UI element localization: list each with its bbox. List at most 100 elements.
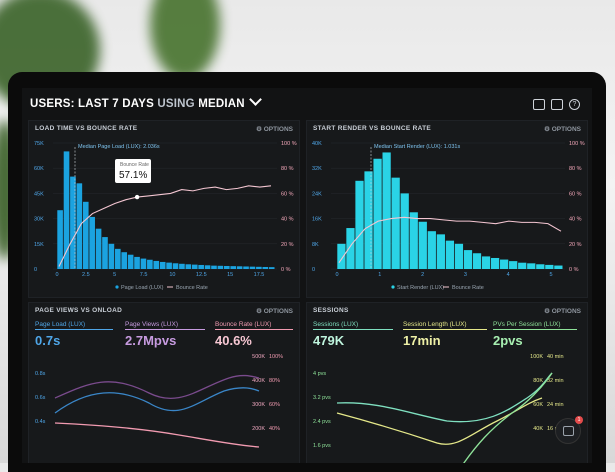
histogram-bar xyxy=(108,243,115,269)
tooltip-box xyxy=(115,159,151,183)
bounce-rate-line xyxy=(338,216,562,264)
y-tick-label-left: 0.4s xyxy=(35,419,46,425)
page-views-metric-label: Page Views (LUX) xyxy=(125,321,178,328)
histogram-bar xyxy=(159,261,166,269)
y-tick-label-right: 80 % xyxy=(569,166,582,172)
histogram-bar xyxy=(70,176,76,269)
metric-underline xyxy=(403,329,487,330)
y-tick-label-right: 60% xyxy=(269,402,280,408)
histogram-bar xyxy=(346,228,355,269)
histogram-bar xyxy=(364,171,373,269)
title-mid: USING xyxy=(157,98,199,110)
bounce-rate-metric-value: 40.6% xyxy=(215,333,252,348)
median-label: Median Start Render (LUX): 1.031s xyxy=(374,144,460,150)
y-tick-label-right: 100 % xyxy=(569,141,585,147)
session-length-metric-label: Session Length (LUX) xyxy=(403,321,467,328)
tooltip-point xyxy=(134,194,140,200)
options-button[interactable]: OPTIONS xyxy=(256,307,293,315)
histogram-bar xyxy=(545,264,554,269)
y-tick-label-left: 75K xyxy=(34,141,44,147)
y-tick-label-left: 0.6s xyxy=(35,395,46,401)
y-tick-label-right: 80 % xyxy=(281,166,294,172)
x-tick-label: 1 xyxy=(378,272,381,278)
histogram-bar xyxy=(262,266,269,269)
chat-button[interactable]: 1 xyxy=(555,416,583,444)
y-tick-label-right: 0 % xyxy=(281,267,291,273)
y-tick-label-left: 40K xyxy=(312,141,322,147)
start-render-panel: START RENDER VS BOUNCE RATE OPTIONS 40K 1… xyxy=(306,120,588,298)
options-button[interactable]: OPTIONS xyxy=(544,307,581,315)
histogram-bar xyxy=(57,210,63,269)
y-tick-label-left: 4 pvs xyxy=(313,371,326,377)
histogram-bar xyxy=(198,264,204,269)
x-tick-label: 12.5 xyxy=(196,272,207,278)
title-stat: MEDIAN xyxy=(198,98,245,110)
bounce-rate-line xyxy=(54,422,260,448)
y-tick-label-right: 40 min xyxy=(547,354,564,360)
page-load-metric-value: 0.7s xyxy=(35,333,61,348)
histogram-bar xyxy=(268,267,275,269)
panel-title: SESSIONS xyxy=(313,307,349,314)
y-tick-label-right: 20 % xyxy=(281,242,294,248)
y-tick-label-mid: 200K xyxy=(252,426,265,432)
y-tick-label-mid: 400K xyxy=(252,378,265,384)
y-tick-label-right: 40 % xyxy=(281,217,294,223)
x-tick-label: 17.5 xyxy=(254,272,265,278)
histogram-bar xyxy=(211,265,217,269)
legend-bar-swatch xyxy=(391,285,395,289)
chat-icon xyxy=(563,426,574,436)
session-length-line xyxy=(336,397,543,445)
histogram-bar xyxy=(500,259,509,269)
y-tick-label-left: 30K xyxy=(34,217,44,223)
options-button[interactable]: OPTIONS xyxy=(256,125,293,133)
histogram-bar xyxy=(249,266,256,269)
y-tick-label-right: 100% xyxy=(269,354,283,360)
start-render-chart: 40K 100 % 32K 80 % 24K 60 % 16K 40 % 8K 20 % 0 0 % M… xyxy=(312,141,585,291)
x-tick-label: 5 xyxy=(549,272,552,278)
y-tick-label-right: 80% xyxy=(269,378,280,384)
histogram-bar xyxy=(463,250,473,269)
pvs-per-session-line xyxy=(463,372,553,463)
legend-bars-label: Start Render (LUX) xyxy=(397,285,444,291)
histogram-bar xyxy=(185,264,192,269)
histogram-bar xyxy=(236,266,243,269)
histogram-bar xyxy=(82,201,89,269)
median-label: Median Page Load (LUX): 2.036s xyxy=(78,144,160,150)
session-length-metric-value: 17min xyxy=(403,333,441,348)
y-tick-label-left: 2.4 pvs xyxy=(313,419,331,425)
monitor-icon[interactable] xyxy=(533,99,545,110)
histogram-bar xyxy=(166,262,172,269)
histogram-bar xyxy=(172,263,179,269)
histogram-bar xyxy=(217,265,224,269)
x-tick-label: 0 xyxy=(335,272,338,278)
y-tick-label-mid: 80K xyxy=(533,378,543,384)
chevron-down-icon[interactable] xyxy=(248,93,262,106)
histogram-bar xyxy=(518,262,527,269)
histogram-bar xyxy=(554,265,563,269)
y-tick-label-mid: 40K xyxy=(533,426,543,432)
histogram-bar xyxy=(256,266,262,269)
y-tick-label-left: 60K xyxy=(34,166,44,172)
histogram-bar xyxy=(355,180,364,269)
histogram-bar xyxy=(134,256,140,269)
y-tick-label-left: 0 xyxy=(34,267,37,273)
metric-underline xyxy=(125,329,205,330)
title-range: LAST 7 DAYS xyxy=(78,98,158,110)
histogram-bar xyxy=(243,266,249,269)
y-tick-label-left: 15K xyxy=(34,242,44,248)
sessions-chart: 4 pvs 3.2 pvs 2.4 pvs 1.6 pvs 100K 80K 60K 40K 4… xyxy=(313,354,564,463)
histogram-bar xyxy=(63,151,70,269)
histogram-bar xyxy=(147,259,153,269)
notification-badge: 1 xyxy=(575,416,583,424)
help-icon[interactable]: ? xyxy=(569,99,580,110)
image-icon[interactable] xyxy=(551,99,563,110)
histogram-bar xyxy=(382,152,391,269)
page-views-metric-value: 2.7Mpvs xyxy=(125,333,177,348)
y-tick-label-left: 0.8s xyxy=(35,371,46,377)
page-title[interactable]: USERS: LAST 7 DAYS USING MEDIAN xyxy=(30,93,262,110)
x-tick-label: 2.5 xyxy=(82,272,90,278)
histogram-bar xyxy=(140,258,147,269)
x-tick-label: 3 xyxy=(464,272,467,278)
y-tick-label-right: 20 % xyxy=(569,242,582,248)
options-button[interactable]: OPTIONS xyxy=(544,125,581,133)
